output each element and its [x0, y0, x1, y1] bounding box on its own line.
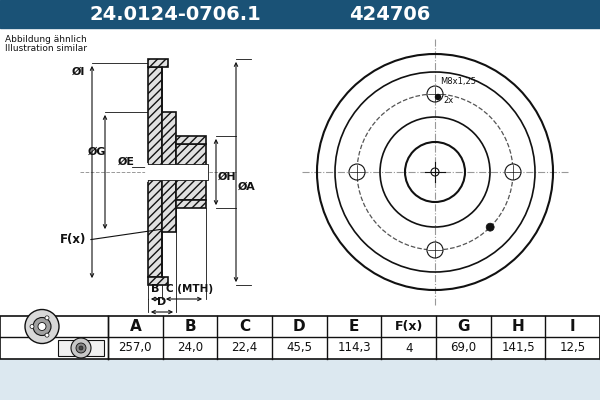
Text: H: H [512, 319, 524, 334]
Circle shape [505, 164, 521, 180]
Bar [0, 28, 600, 316]
Text: 2x: 2x [443, 96, 453, 105]
Bar [148, 277, 168, 285]
Bar [0, 0, 600, 28]
Circle shape [71, 338, 91, 358]
Text: 24,0: 24,0 [177, 342, 203, 354]
Circle shape [486, 223, 494, 231]
Text: 69,0: 69,0 [450, 342, 476, 354]
Text: C (MTH): C (MTH) [166, 284, 213, 294]
Text: 114,3: 114,3 [337, 342, 371, 354]
Text: 12,5: 12,5 [560, 342, 586, 354]
Text: ØG: ØG [88, 147, 107, 157]
Text: I: I [570, 319, 575, 334]
Text: 257,0: 257,0 [119, 342, 152, 354]
Text: D: D [157, 297, 167, 307]
Text: M8x1,25: M8x1,25 [440, 77, 476, 86]
Circle shape [427, 242, 443, 258]
Bar [176, 144, 206, 200]
Circle shape [79, 346, 83, 350]
Bar [58, 340, 104, 356]
Text: ØE: ØE [118, 157, 135, 167]
Circle shape [349, 164, 365, 180]
Text: C: C [239, 319, 250, 334]
Text: Illustration similar: Illustration similar [5, 44, 87, 53]
Text: ØH: ØH [218, 172, 236, 182]
Bar [176, 136, 206, 144]
Circle shape [436, 94, 440, 100]
Circle shape [427, 86, 443, 102]
Text: 141,5: 141,5 [501, 342, 535, 354]
Circle shape [25, 310, 59, 344]
Text: G: G [457, 319, 470, 334]
Circle shape [33, 318, 51, 336]
Text: F(x): F(x) [394, 320, 423, 333]
Text: 22,4: 22,4 [232, 342, 258, 354]
Text: E: E [349, 319, 359, 334]
Circle shape [76, 343, 86, 353]
Text: F(x): F(x) [60, 234, 86, 246]
Bar [0, 316, 600, 359]
Text: ØI: ØI [72, 67, 85, 77]
Text: D: D [293, 319, 305, 334]
Circle shape [45, 316, 49, 320]
Text: B: B [151, 284, 159, 294]
Bar [148, 67, 162, 277]
Circle shape [30, 324, 34, 328]
Text: Abbildung ähnlich: Abbildung ähnlich [5, 35, 87, 44]
Bar [146, 164, 208, 180]
Text: 424706: 424706 [349, 4, 431, 24]
Text: ØA: ØA [238, 182, 256, 192]
Text: B: B [184, 319, 196, 334]
Text: 4: 4 [405, 342, 412, 354]
Text: 45,5: 45,5 [286, 342, 313, 354]
Text: A: A [130, 319, 141, 334]
Bar [148, 59, 168, 67]
Circle shape [45, 333, 49, 337]
Bar [176, 200, 206, 208]
Text: 24.0124-0706.1: 24.0124-0706.1 [89, 4, 261, 24]
Circle shape [38, 322, 46, 330]
Bar [162, 112, 176, 232]
